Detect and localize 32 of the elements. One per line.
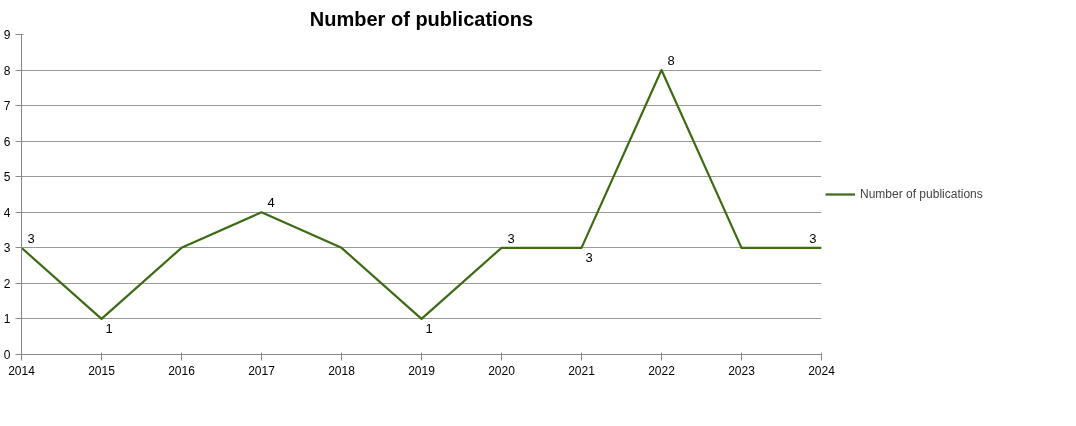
x-tick-label: 2016 bbox=[168, 363, 196, 378]
x-tick-label: 2021 bbox=[568, 363, 596, 378]
y-tick-label: 9 bbox=[3, 28, 11, 42]
data-label: 1 bbox=[425, 320, 433, 336]
y-tick-label: 1 bbox=[3, 312, 11, 327]
x-tick-label: 2015 bbox=[88, 363, 116, 378]
data-label: 1 bbox=[105, 320, 113, 336]
legend-label: Number of publications bbox=[860, 187, 983, 201]
y-tick-label: 5 bbox=[3, 170, 11, 185]
chart-title: Number of publications bbox=[309, 7, 534, 30]
x-tick-label: 2022 bbox=[648, 363, 676, 378]
y-tick-label: 4 bbox=[3, 205, 11, 220]
y-tick-label: 2 bbox=[3, 276, 11, 291]
y-tick-label: 6 bbox=[3, 134, 11, 149]
y-tick-label: 7 bbox=[3, 99, 11, 114]
line-series bbox=[21, 68, 822, 321]
x-tick-label: 2020 bbox=[488, 363, 516, 378]
x-tick-label: 2018 bbox=[328, 363, 356, 378]
y-tick-label: 3 bbox=[3, 241, 11, 256]
data-label: 3 bbox=[809, 230, 817, 246]
x-tick-label: 2019 bbox=[408, 363, 436, 378]
y-tick-label: 0 bbox=[3, 348, 11, 362]
x-tick-label: 2017 bbox=[248, 363, 276, 378]
data-label: 3 bbox=[27, 230, 35, 246]
y-tick-label: 8 bbox=[3, 63, 11, 78]
data-label: 3 bbox=[507, 230, 515, 246]
data-label: 4 bbox=[267, 195, 275, 211]
data-label: 3 bbox=[585, 249, 593, 265]
x-tick-label: 2024 bbox=[808, 363, 836, 378]
data-label: 8 bbox=[667, 53, 675, 69]
x-tick-label: 2014 bbox=[8, 363, 36, 378]
x-tick-label: 2023 bbox=[728, 363, 756, 378]
